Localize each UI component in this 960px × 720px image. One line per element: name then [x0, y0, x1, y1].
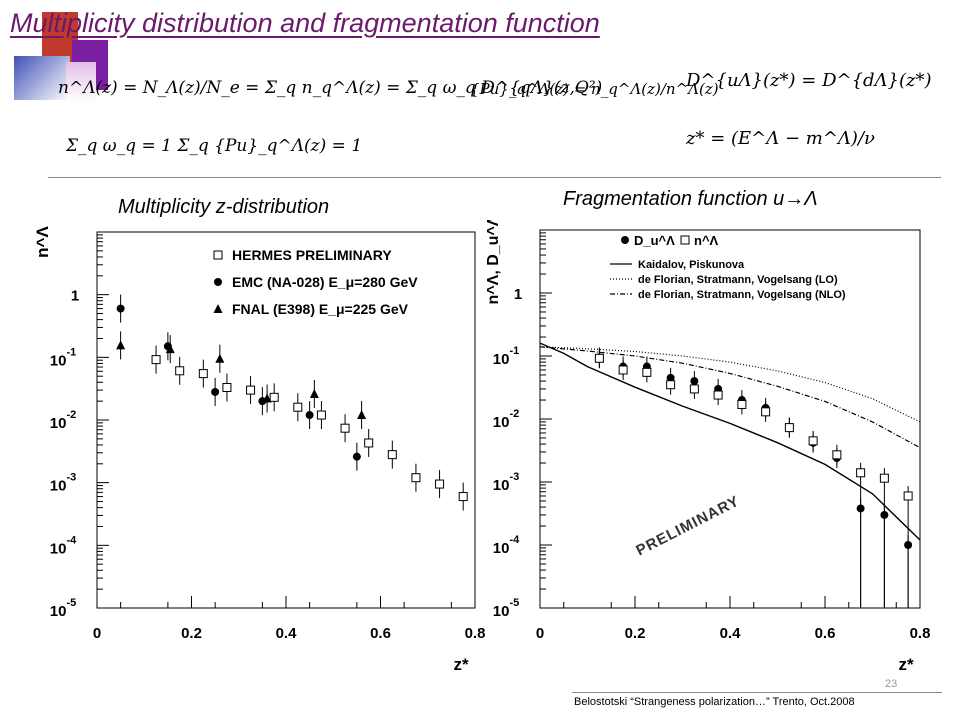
- data-point-open-square: [411, 473, 421, 483]
- x-tick-label: 0.2: [181, 625, 202, 642]
- x-tick-label: 0.4: [276, 625, 298, 642]
- x-axis-label: z*: [453, 655, 469, 674]
- left-chart-subtitle: Multiplicity z-distribution: [118, 196, 330, 218]
- data-point-filled-triangle: [213, 304, 223, 313]
- data-point-open-square: [784, 423, 794, 433]
- y-tick-label: 1: [71, 288, 79, 305]
- data-point-open-square: [151, 355, 161, 365]
- header-divider: [48, 177, 941, 178]
- footer-divider: [572, 692, 942, 693]
- data-point-open-square: [175, 366, 185, 376]
- data-point-open-square: [293, 402, 303, 412]
- y-tick-label: 1: [514, 286, 522, 303]
- data-point-open-square: [246, 385, 256, 395]
- legend-entry: EMC (NA-028) E_μ=280 GeV: [232, 274, 418, 290]
- curve-solid: [539, 342, 921, 541]
- formula-fragmentation-equal: D^{uΛ}(z*) = D^{dΛ}(z*): [686, 70, 932, 91]
- data-point-filled-triangle: [309, 388, 319, 398]
- decorative-square-blue: [14, 56, 70, 100]
- data-point-filled-circle: [305, 411, 314, 420]
- legend-entry: Kaidalov, Piskunova: [638, 259, 745, 271]
- y-tick-label: 10-3: [493, 471, 519, 494]
- right-chart-subtitle: Fragmentation function u→Λ: [563, 188, 818, 210]
- data-point-open-square: [642, 367, 652, 377]
- multiplicity-chart: 0 0.2 0.4 0.6 0.8110-110-210-310-410-5z*n^Λ …: [33, 226, 486, 674]
- data-point-filled-triangle: [357, 410, 367, 420]
- x-tick-label: 0.6: [815, 625, 836, 642]
- page-number: 23: [885, 678, 898, 690]
- fragmentation-chart: 0 0.2 0.4 0.6 0.8 1 10-1 10-2 10-3 10-4 10-5 z* n^Λ,…: [485, 220, 931, 674]
- y-tick-label: 10-5: [50, 597, 76, 620]
- data-point-filled-circle: [116, 304, 125, 313]
- y-tick-label: 10-1: [493, 345, 519, 368]
- curve-dash-dot: [539, 346, 921, 449]
- data-point-filled-triangle: [116, 340, 126, 350]
- data-point-filled-circle: [621, 236, 629, 244]
- formula-purity: {Pu}_q^Λ(z) = n_q^Λ(z)/n^Λ(z): [470, 80, 719, 98]
- data-point-open-square: [761, 407, 771, 417]
- data-point-open-square: [689, 384, 699, 394]
- y-tick-label: 10-3: [50, 472, 76, 495]
- plot-frame: [539, 229, 921, 609]
- data-point-open-square: [594, 353, 604, 363]
- formula-multiplicity: n^Λ(z) = N_Λ(z)/N_e = Σ_q n_q^Λ(z) = Σ_q…: [58, 78, 603, 98]
- data-point-filled-circle: [352, 452, 361, 461]
- data-point-open-square: [713, 390, 723, 400]
- x-tick-label: 0.2: [625, 625, 646, 642]
- data-point-open-square: [316, 410, 326, 420]
- legend-entry: HERMES PRELIMINARY: [232, 247, 392, 263]
- curve-dotted: [539, 346, 921, 423]
- y-axis-label: n^Λ: [33, 226, 52, 258]
- data-point-open-square: [340, 423, 350, 433]
- data-point-filled-triangle: [262, 393, 272, 403]
- data-point-open-square: [666, 380, 676, 390]
- data-point-open-square: [198, 369, 208, 379]
- legend-entry: FNAL (E398) E_μ=225 GeV: [232, 301, 409, 317]
- y-tick-label: 10-2: [493, 408, 519, 431]
- footer-citation: Belostotski “Strangeness polarization…” …: [574, 696, 855, 708]
- data-point-open-square: [222, 383, 232, 393]
- data-point-open-square: [879, 473, 889, 483]
- data-point-open-square: [387, 450, 397, 460]
- formula-sums: Σ_q ω_q = 1 Σ_q {Pu}_q^Λ(z) = 1: [66, 136, 363, 156]
- x-axis-label: z*: [898, 655, 914, 674]
- decorative-square-light: [66, 62, 96, 102]
- legend-entry: D_u^Λ: [634, 233, 675, 248]
- data-point-filled-circle: [211, 387, 220, 396]
- x-tick-label: 0: [93, 625, 101, 642]
- x-tick-label: 0.6: [370, 625, 391, 642]
- data-point-open-square: [808, 436, 818, 446]
- data-point-open-square: [903, 491, 913, 501]
- data-point-open-square: [856, 468, 866, 478]
- x-tick-label: 0.8: [910, 625, 931, 642]
- data-point-filled-circle: [214, 278, 222, 286]
- legend-entry: de Florian, Stratmann, Vogelsang (NLO): [638, 289, 846, 301]
- y-axis-label: n^Λ, D_u^Λ: [485, 220, 502, 304]
- legend-entry: n^Λ: [694, 233, 719, 248]
- legend-entry: de Florian, Stratmann, Vogelsang (LO): [638, 274, 838, 286]
- data-point-open-square: [458, 492, 468, 502]
- data-point-open-square: [435, 479, 445, 489]
- y-tick-label: 10-1: [50, 346, 76, 369]
- data-point-open-square: [618, 365, 628, 375]
- y-tick-label: 10-4: [493, 534, 520, 557]
- y-tick-label: 10-2: [50, 409, 76, 432]
- y-tick-label: 10-4: [50, 534, 77, 557]
- data-point-filled-triangle: [165, 344, 175, 354]
- x-tick-label: 0.4: [720, 625, 742, 642]
- x-tick-label: 0: [536, 625, 544, 642]
- data-point-open-square: [269, 392, 279, 402]
- page-title: Multiplicity distribution and fragmentat…: [10, 8, 600, 38]
- preliminary-annotation: PRELIMINARY: [633, 493, 742, 560]
- y-tick-label: 10-5: [493, 597, 519, 620]
- data-point-open-square: [364, 438, 374, 448]
- data-point-open-square: [680, 235, 690, 245]
- data-point-open-square: [213, 250, 223, 260]
- data-point-open-square: [832, 450, 842, 460]
- data-point-filled-triangle: [215, 353, 225, 363]
- data-point-open-square: [737, 399, 747, 409]
- x-tick-label: 0.8: [465, 625, 486, 642]
- formula-zstar: z* = (E^Λ − m^Λ)/ν: [686, 128, 875, 149]
